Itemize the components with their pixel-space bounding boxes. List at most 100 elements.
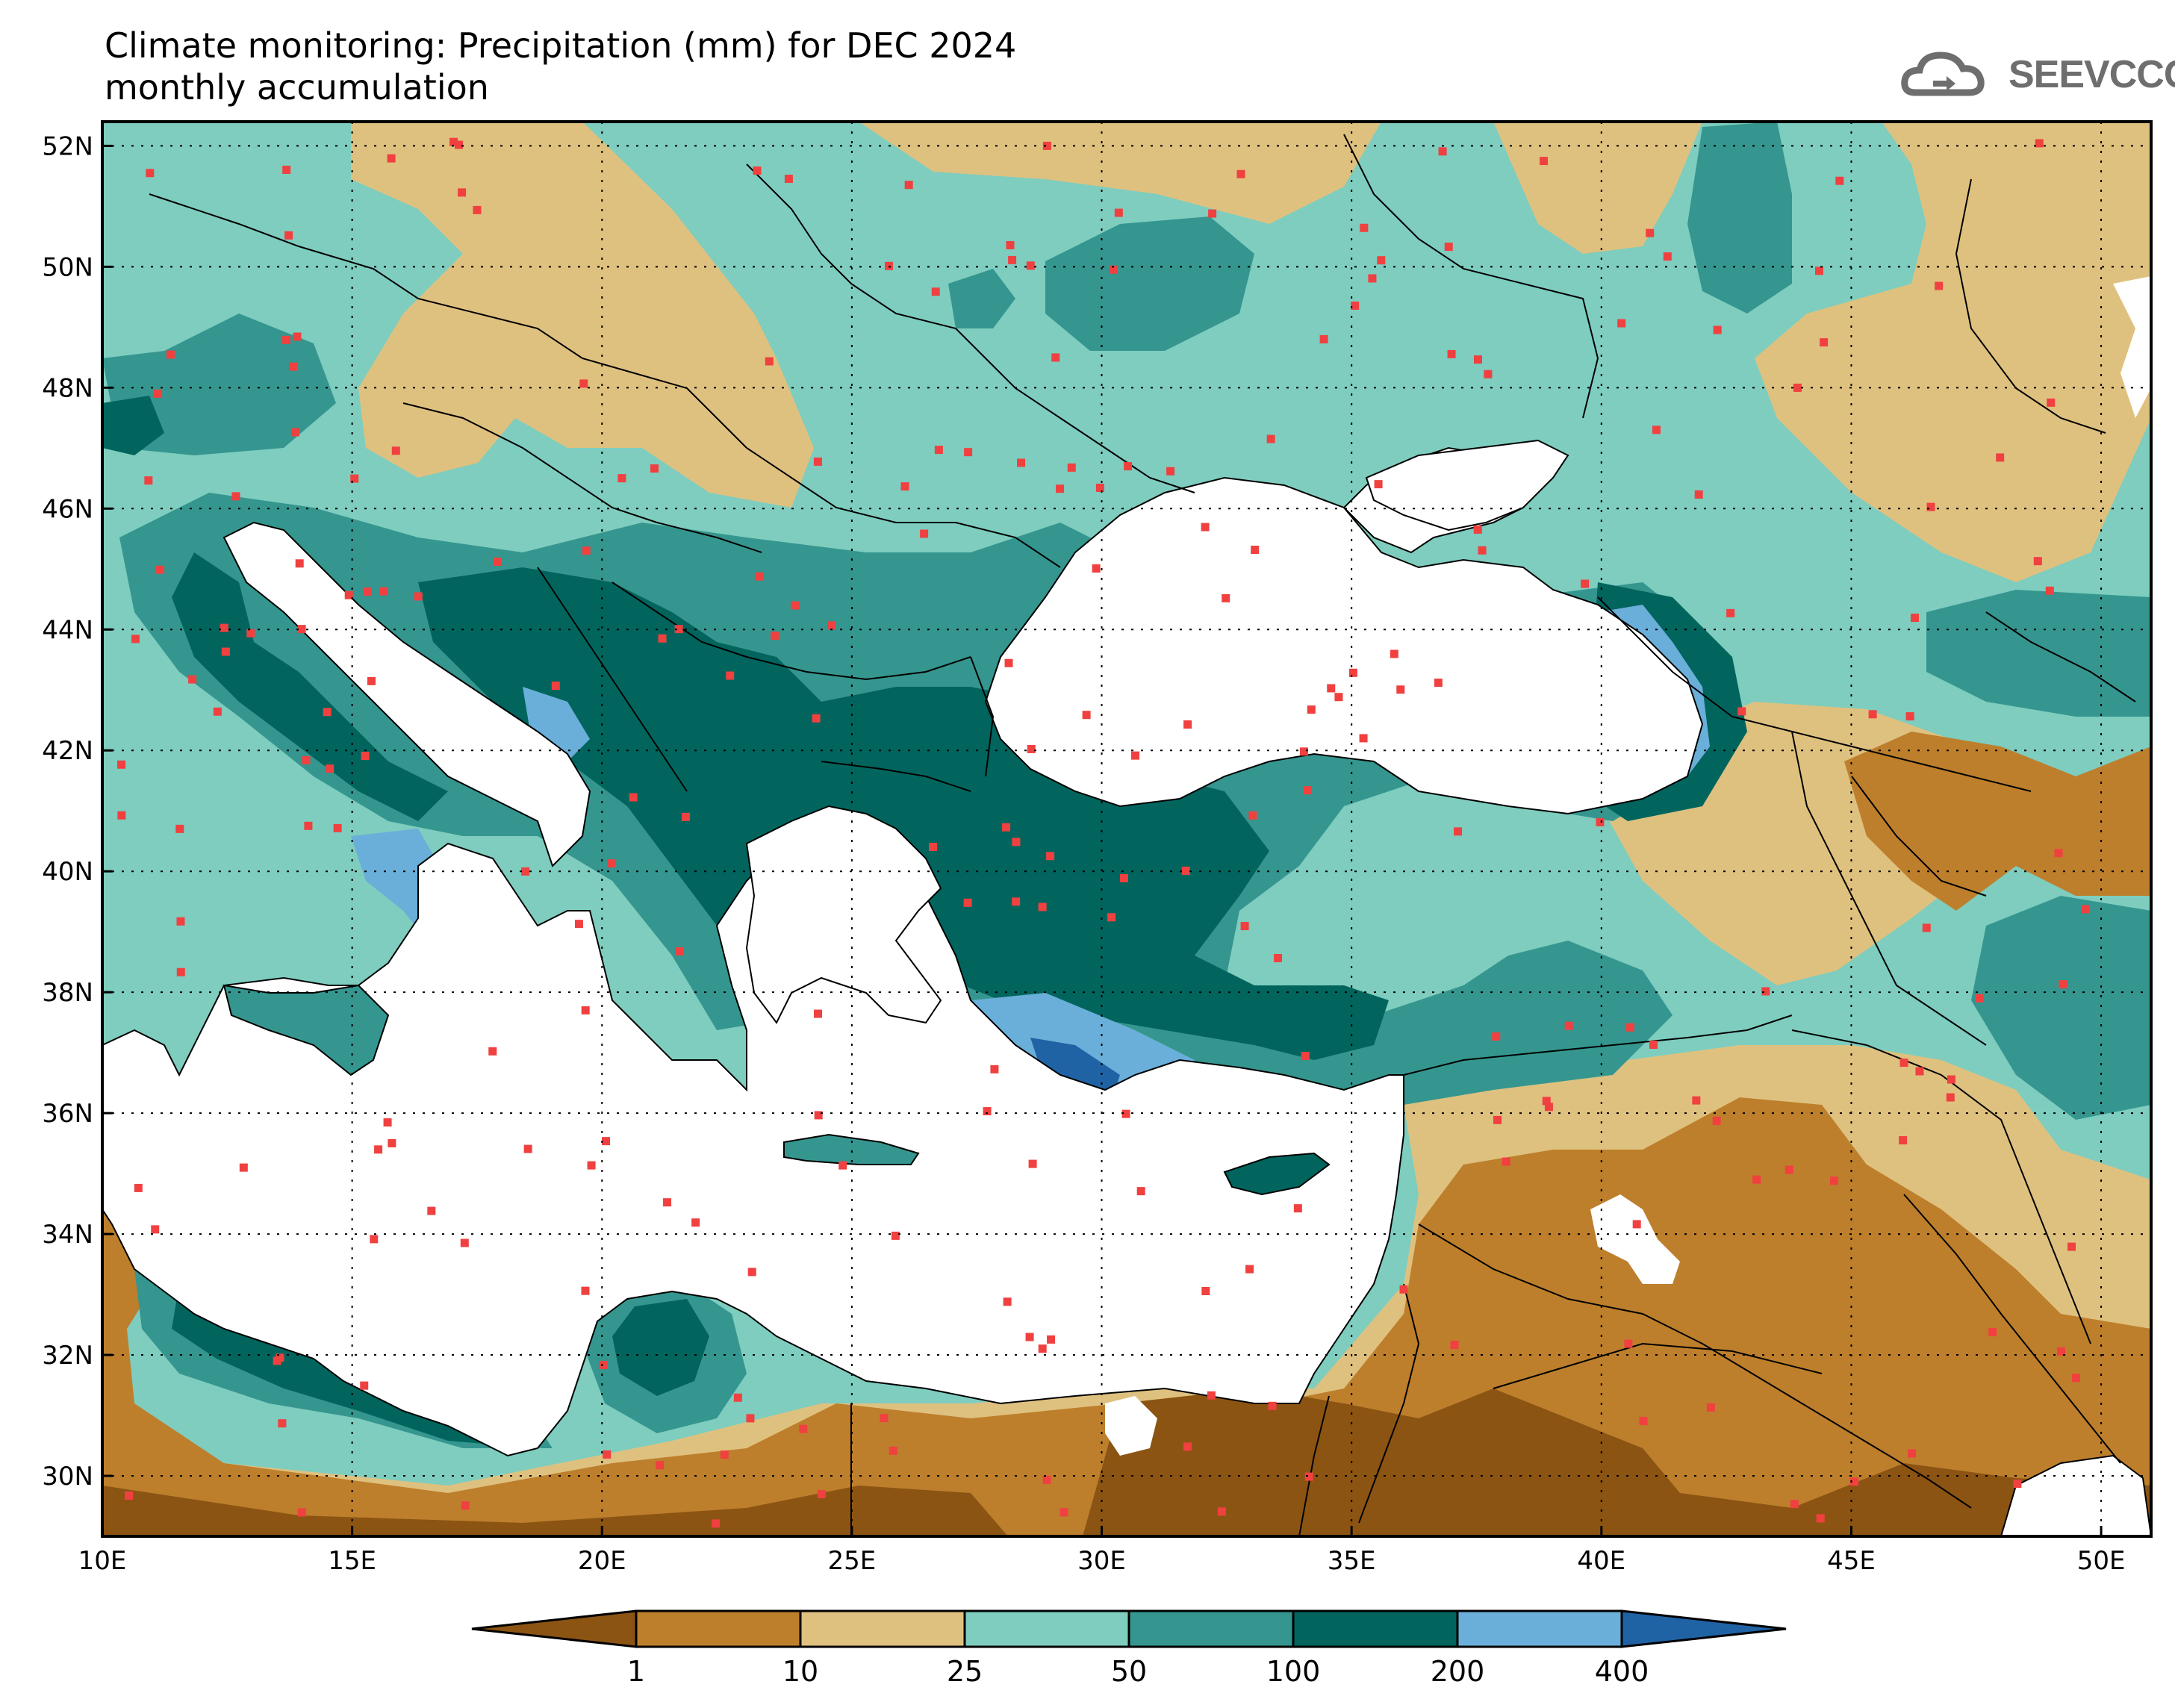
logo-text: SEEVCCC xyxy=(2008,53,2175,96)
station-marker xyxy=(1348,668,1357,677)
station-marker xyxy=(1201,1287,1210,1296)
station-marker xyxy=(1663,252,1672,261)
station-marker xyxy=(1910,614,1919,623)
station-marker xyxy=(364,587,373,596)
station-marker xyxy=(1473,525,1482,534)
station-marker xyxy=(288,362,297,371)
station-marker xyxy=(344,590,353,599)
station-marker xyxy=(931,287,940,296)
station-marker xyxy=(1624,1339,1633,1348)
station-marker xyxy=(281,335,290,344)
station-marker xyxy=(1790,1500,1799,1509)
station-marker xyxy=(166,350,175,359)
chart-title: Climate monitoring: Precipitation (mm) f… xyxy=(105,25,1017,66)
station-marker xyxy=(889,1446,897,1455)
station-marker xyxy=(350,474,359,483)
station-marker xyxy=(379,587,388,596)
station-marker xyxy=(838,1161,847,1170)
station-markers xyxy=(117,137,2090,1528)
colorbar-label: 25 xyxy=(947,1655,983,1688)
station-marker xyxy=(603,1450,612,1459)
station-marker xyxy=(1996,453,2005,462)
station-marker xyxy=(1222,593,1230,602)
station-marker xyxy=(920,529,929,538)
y-tick-label: 40N xyxy=(42,857,93,887)
station-marker xyxy=(383,1118,392,1127)
station-marker xyxy=(1625,1023,1634,1032)
station-marker xyxy=(361,752,370,761)
station-marker xyxy=(1003,1297,1012,1306)
station-marker xyxy=(1051,353,1060,362)
station-marker xyxy=(983,1107,992,1116)
station-marker xyxy=(1293,1204,1302,1213)
station-marker xyxy=(1444,243,1453,252)
station-marker xyxy=(1038,1344,1047,1353)
station-marker xyxy=(221,647,230,656)
station-marker xyxy=(1166,467,1175,476)
y-tick-label: 30N xyxy=(42,1462,93,1492)
station-marker xyxy=(1360,223,1369,232)
y-tick-label: 38N xyxy=(42,978,93,1008)
station-marker xyxy=(1027,744,1036,753)
colorbar: 1 10 25 50 100 200 400 xyxy=(471,1609,1787,1688)
station-marker xyxy=(1926,502,1935,511)
station-marker xyxy=(1814,267,1823,275)
station-marker xyxy=(1540,157,1549,166)
station-marker xyxy=(1121,1109,1130,1118)
y-tick-label: 46N xyxy=(42,494,93,524)
station-marker xyxy=(1905,712,1914,721)
station-marker xyxy=(1092,564,1101,573)
station-marker xyxy=(1046,852,1055,861)
station-marker xyxy=(674,625,683,634)
x-tick-label: 30E xyxy=(1077,1546,1126,1576)
colorbar-label: 200 xyxy=(1431,1655,1485,1688)
graticule xyxy=(102,122,2151,1536)
station-marker xyxy=(1450,1341,1459,1350)
station-marker xyxy=(1706,1403,1715,1412)
station-marker xyxy=(154,389,163,398)
station-marker xyxy=(231,492,240,501)
station-marker xyxy=(323,708,332,717)
station-marker xyxy=(2054,849,2063,858)
station-marker xyxy=(602,1137,611,1146)
station-marker xyxy=(414,592,423,601)
station-marker xyxy=(720,1450,729,1459)
station-marker xyxy=(891,1231,900,1240)
station-marker xyxy=(246,629,255,638)
station-marker xyxy=(391,446,400,455)
station-marker xyxy=(791,601,800,610)
station-marker xyxy=(1047,1335,1056,1344)
station-marker xyxy=(1447,349,1456,358)
station-marker xyxy=(144,476,153,485)
station-marker xyxy=(1793,383,1802,392)
station-marker xyxy=(1060,1508,1068,1517)
station-marker xyxy=(1493,1115,1502,1124)
station-marker xyxy=(367,676,376,685)
station-marker xyxy=(1947,1075,1955,1084)
station-marker xyxy=(374,1145,383,1154)
station-marker xyxy=(1649,1040,1658,1049)
station-marker xyxy=(663,1198,672,1207)
station-marker xyxy=(904,181,913,190)
station-marker xyxy=(1056,484,1065,493)
station-marker xyxy=(488,1047,497,1056)
station-marker xyxy=(884,261,893,270)
station-marker xyxy=(1785,1165,1793,1174)
y-tick-label: 48N xyxy=(42,373,93,403)
y-tick-label: 44N xyxy=(42,615,93,645)
chart-subtitle: monthly accumulation xyxy=(105,67,489,107)
station-marker xyxy=(712,1519,721,1528)
x-tick-label: 10E xyxy=(78,1546,127,1576)
station-marker xyxy=(1899,1059,1908,1068)
station-marker xyxy=(1002,823,1011,832)
colorbar-box xyxy=(799,1609,966,1648)
azov-crimea-sea xyxy=(1365,439,1569,532)
station-marker xyxy=(1820,338,1829,347)
station-marker xyxy=(1922,923,1931,932)
zone-below-1-libya xyxy=(102,1486,1008,1536)
station-marker xyxy=(1114,208,1123,217)
station-marker xyxy=(1067,463,1076,472)
station-marker xyxy=(675,947,684,956)
x-tick-label: 25E xyxy=(828,1546,877,1576)
y-tick-label: 52N xyxy=(42,131,93,161)
